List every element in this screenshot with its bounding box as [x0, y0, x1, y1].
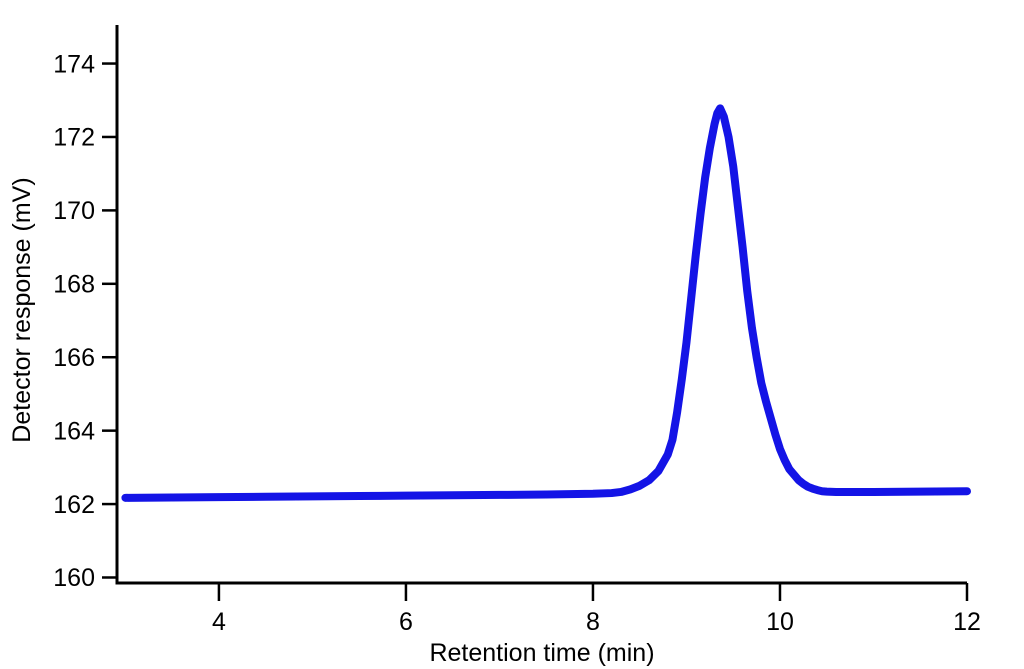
y-tick-label: 174: [53, 50, 95, 78]
y-tick-label: 162: [53, 491, 95, 519]
x-tick-label: 4: [212, 608, 226, 636]
x-tick-label: 8: [586, 608, 600, 636]
y-axis: 160 162 164 166 168 170 172 174: [53, 25, 119, 592]
y-tick-label: 166: [53, 344, 95, 372]
x-tick-label: 10: [766, 608, 794, 636]
x-axis: 4 6 8 10 12: [115, 581, 981, 636]
x-axis-label: Retention time (min): [429, 639, 654, 667]
y-tick-label: 168: [53, 271, 95, 299]
x-tick-label: 6: [399, 608, 413, 636]
y-tick-label: 160: [53, 564, 95, 592]
y-tick-label: 170: [53, 197, 95, 225]
y-axis-label: Detector response (mV): [8, 177, 36, 442]
detector-trace: [121, 104, 971, 502]
x-tick-label: 12: [953, 608, 981, 636]
y-tick-label: 172: [53, 124, 95, 152]
y-tick-label: 164: [53, 417, 95, 445]
